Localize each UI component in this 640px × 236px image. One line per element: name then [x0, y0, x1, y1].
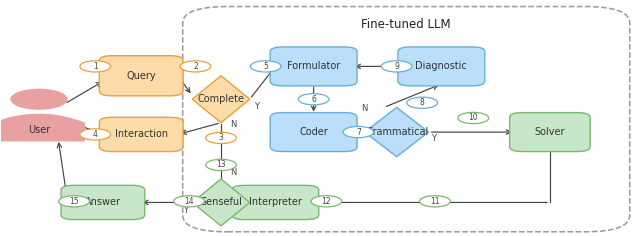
Circle shape: [10, 89, 68, 110]
Circle shape: [343, 126, 374, 138]
Text: Y: Y: [431, 135, 436, 143]
Text: 13: 13: [216, 160, 226, 169]
Circle shape: [420, 196, 451, 207]
Text: Senseful: Senseful: [200, 198, 242, 207]
Text: 4: 4: [93, 130, 98, 139]
Circle shape: [298, 94, 329, 105]
Circle shape: [205, 159, 236, 171]
Text: 7: 7: [356, 128, 361, 137]
Text: Formulator: Formulator: [287, 61, 340, 71]
Text: Coder: Coder: [300, 127, 328, 137]
Text: 12: 12: [322, 197, 331, 206]
Text: 3: 3: [219, 133, 223, 143]
Circle shape: [180, 61, 211, 72]
Circle shape: [205, 132, 236, 143]
Polygon shape: [192, 179, 250, 226]
Circle shape: [59, 196, 90, 207]
Text: 10: 10: [468, 114, 478, 122]
Text: Interpreter: Interpreter: [249, 198, 301, 207]
Circle shape: [407, 97, 438, 108]
Text: N: N: [362, 104, 368, 113]
Circle shape: [458, 112, 488, 124]
Text: Y: Y: [184, 206, 188, 215]
Polygon shape: [192, 76, 250, 123]
Text: Answer: Answer: [85, 198, 121, 207]
Text: N: N: [230, 169, 237, 177]
Text: 15: 15: [69, 197, 79, 206]
Polygon shape: [0, 114, 85, 141]
Text: N: N: [230, 120, 237, 129]
Text: 6: 6: [311, 95, 316, 104]
Polygon shape: [365, 107, 429, 157]
Text: Diagnostic: Diagnostic: [415, 61, 467, 71]
FancyBboxPatch shape: [232, 185, 319, 219]
FancyBboxPatch shape: [270, 47, 357, 86]
Circle shape: [381, 61, 412, 72]
Text: 9: 9: [394, 62, 399, 71]
Text: 8: 8: [420, 98, 424, 107]
Text: 5: 5: [263, 62, 268, 71]
Text: Solver: Solver: [534, 127, 565, 137]
Text: 1: 1: [93, 62, 97, 71]
Text: Fine-tuned LLM: Fine-tuned LLM: [362, 18, 451, 31]
Text: 14: 14: [184, 197, 194, 206]
FancyBboxPatch shape: [99, 56, 183, 96]
Circle shape: [80, 129, 111, 140]
Circle shape: [311, 196, 342, 207]
FancyBboxPatch shape: [270, 113, 357, 152]
FancyBboxPatch shape: [398, 47, 484, 86]
FancyBboxPatch shape: [61, 185, 145, 219]
Text: Y: Y: [253, 102, 259, 111]
Text: 11: 11: [430, 197, 440, 206]
Text: 2: 2: [193, 62, 198, 71]
FancyBboxPatch shape: [509, 113, 590, 152]
Text: Interaction: Interaction: [115, 129, 168, 139]
Text: Grammatical: Grammatical: [365, 127, 428, 137]
Text: Query: Query: [126, 71, 156, 81]
Circle shape: [80, 61, 111, 72]
Circle shape: [250, 61, 281, 72]
Circle shape: [173, 196, 204, 207]
Text: Complete: Complete: [198, 94, 244, 104]
Text: User: User: [28, 125, 50, 135]
FancyBboxPatch shape: [99, 117, 183, 152]
